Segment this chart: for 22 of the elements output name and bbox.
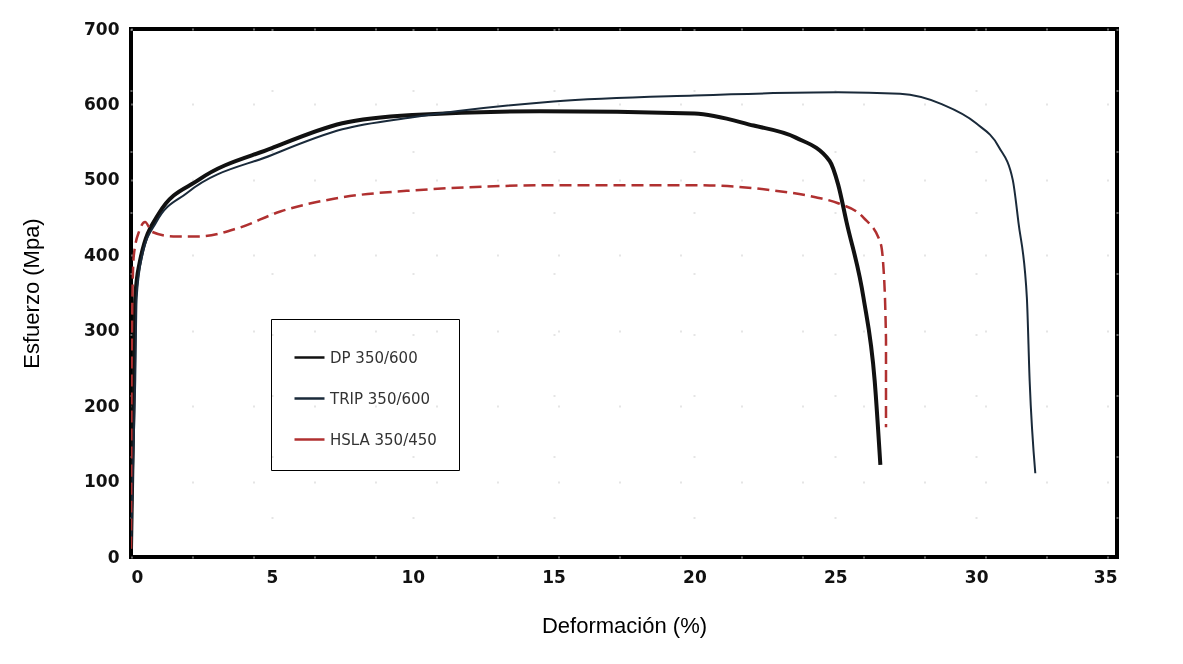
x-axis-title: Deformación (%) <box>541 612 708 638</box>
y-tick-label: 500 <box>84 169 120 190</box>
x-tick-label: 25 <box>823 566 848 587</box>
legend-label: DP 350/600 <box>330 348 418 367</box>
y-tick-label: 100 <box>84 471 120 492</box>
y-tick-label: 700 <box>84 18 120 39</box>
legend-label: TRIP 350/600 <box>329 389 431 408</box>
y-tick-label: 300 <box>84 320 120 341</box>
x-tick-label: 0 <box>131 566 144 587</box>
y-tick-label: 200 <box>84 395 120 416</box>
x-tick-label: 35 <box>1093 566 1118 587</box>
y-tick-label: 600 <box>84 93 120 114</box>
x-tick-label: 30 <box>964 566 989 587</box>
y-tick-label: 400 <box>84 244 120 265</box>
x-tick-label: 20 <box>683 566 707 587</box>
line-series <box>131 183 888 550</box>
legend-label: HSLA 350/450 <box>330 430 437 449</box>
x-tick-label: 10 <box>401 566 426 587</box>
x-tick-label: 5 <box>266 566 279 587</box>
x-tick-label: 15 <box>542 566 566 587</box>
y-axis-title: Esfuerzo (Mpa) <box>19 218 45 369</box>
y-tick-label: 0 <box>107 546 120 567</box>
